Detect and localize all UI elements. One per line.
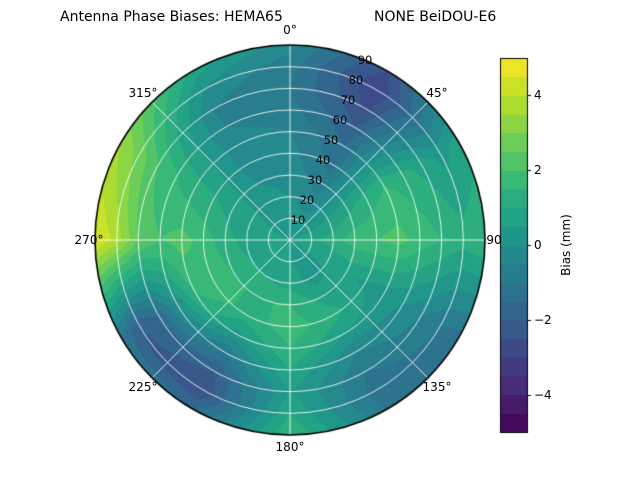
azimuth-label-225: 225° [128, 380, 158, 394]
azimuth-label-180: 180° [275, 440, 305, 454]
colorbar-tick-4: 4 [534, 88, 542, 102]
colorbar-axis-label: Bias (mm) [559, 214, 573, 276]
radial-label-90: 90 [357, 53, 373, 67]
colorbar-tick-2: 2 [534, 163, 542, 177]
azimuth-label-90: 90 [486, 233, 502, 247]
radial-label-50: 50 [323, 133, 339, 147]
radial-label-10: 10 [290, 213, 306, 227]
radial-label-70: 70 [340, 93, 356, 107]
figure-title-right: NONE BeiDOU-E6 [374, 9, 497, 25]
azimuth-label-270: 270° [74, 233, 104, 247]
azimuth-label-135: 135° [422, 380, 452, 394]
figure-title-left: Antenna Phase Biases: HEMA65 [60, 9, 283, 25]
radial-label-60: 60 [332, 113, 348, 127]
radial-label-80: 80 [348, 73, 364, 87]
colorbar-tick-neg4: −4 [534, 388, 552, 402]
colorbar-tick-0: 0 [534, 238, 542, 252]
radial-label-20: 20 [299, 193, 315, 207]
radial-label-30: 30 [307, 173, 323, 187]
azimuth-label-0: 0° [283, 23, 297, 37]
radial-label-40: 40 [315, 153, 331, 167]
azimuth-label-45: 45° [426, 86, 448, 100]
azimuth-label-315: 315° [128, 86, 158, 100]
colorbar-tick-neg2: −2 [534, 313, 552, 327]
